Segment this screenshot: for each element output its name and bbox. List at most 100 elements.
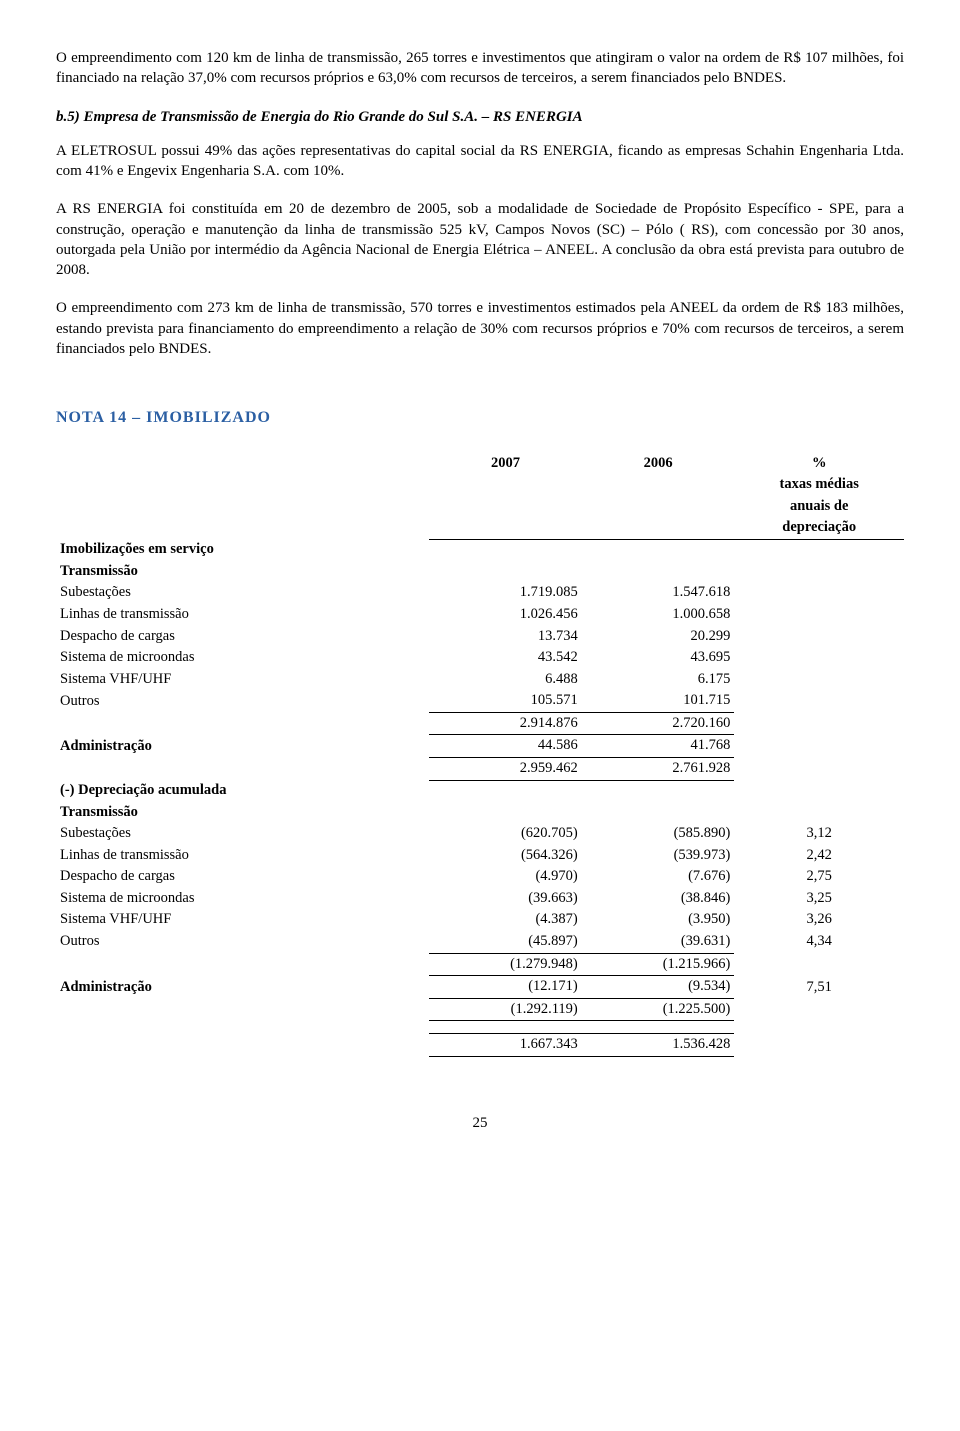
row-label: Sistema VHF/UHF bbox=[56, 669, 429, 691]
col-header-dep-line: anuais de bbox=[734, 496, 904, 518]
row-label: Administração bbox=[56, 976, 429, 999]
row-label: Linhas de transmissão bbox=[56, 845, 429, 867]
cell-value: 1.719.085 bbox=[429, 582, 582, 604]
cell-value: 43.695 bbox=[582, 647, 735, 669]
row-label: Outros bbox=[56, 690, 429, 712]
row-label: Outros bbox=[56, 931, 429, 953]
cell-dep: 7,51 bbox=[734, 976, 904, 999]
cell-value: (39.663) bbox=[429, 888, 582, 910]
row-label: Linhas de transmissão bbox=[56, 604, 429, 626]
cell-value: (1.225.500) bbox=[582, 998, 735, 1021]
cell-value: 2.914.876 bbox=[429, 712, 582, 735]
section-label: Transmissão bbox=[56, 561, 429, 583]
cell-value: (7.676) bbox=[582, 866, 735, 888]
table-row: Subestações (620.705) (585.890) 3,12 bbox=[56, 823, 904, 845]
imobilizado-table: 2007 2006 % taxas médias anuais de depre… bbox=[56, 453, 904, 1057]
note-14-title: NOTA 14 – IMOBILIZADO bbox=[56, 407, 904, 429]
row-label: Subestações bbox=[56, 823, 429, 845]
row-label: Subestações bbox=[56, 582, 429, 604]
cell-value: 43.542 bbox=[429, 647, 582, 669]
cell-value: (1.279.948) bbox=[429, 953, 582, 976]
admin-row: Administração (12.171) (9.534) 7,51 bbox=[56, 976, 904, 999]
paragraph-body: A ELETROSUL possui 49% das ações represe… bbox=[56, 141, 904, 182]
cell-dep: 2,75 bbox=[734, 866, 904, 888]
row-label: Despacho de cargas bbox=[56, 626, 429, 648]
cell-value: (539.973) bbox=[582, 845, 735, 867]
cell-value: (4.970) bbox=[429, 866, 582, 888]
section-label: Imobilizações em serviço bbox=[56, 539, 429, 561]
section-row: Transmissão bbox=[56, 802, 904, 824]
row-label: Despacho de cargas bbox=[56, 866, 429, 888]
col-header-dep-line: taxas médias bbox=[734, 474, 904, 496]
total-row: 2.959.462 2.761.928 bbox=[56, 757, 904, 780]
cell-value: (45.897) bbox=[429, 931, 582, 953]
cell-dep: 2,42 bbox=[734, 845, 904, 867]
table-row: Sistema VHF/UHF 6.488 6.175 bbox=[56, 669, 904, 691]
cell-value: (1.292.119) bbox=[429, 998, 582, 1021]
cell-value: (620.705) bbox=[429, 823, 582, 845]
cell-value: (564.326) bbox=[429, 845, 582, 867]
cell-value: 6.175 bbox=[582, 669, 735, 691]
col-header-2006: 2006 bbox=[582, 453, 735, 540]
cell-value: (4.387) bbox=[429, 909, 582, 931]
cell-value: 44.586 bbox=[429, 735, 582, 758]
cell-value: (39.631) bbox=[582, 931, 735, 953]
cell-value: 2.761.928 bbox=[582, 757, 735, 780]
page-number: 25 bbox=[56, 1113, 904, 1133]
cell-value: (12.171) bbox=[429, 976, 582, 999]
cell-dep: 4,34 bbox=[734, 931, 904, 953]
cell-value: 1.547.618 bbox=[582, 582, 735, 604]
cell-value: 2.959.462 bbox=[429, 757, 582, 780]
table-row: Linhas de transmissão (564.326) (539.973… bbox=[56, 845, 904, 867]
cell-dep: 3,26 bbox=[734, 909, 904, 931]
cell-value: 105.571 bbox=[429, 690, 582, 712]
row-label: Sistema de microondas bbox=[56, 888, 429, 910]
section-row: Imobilizações em serviço bbox=[56, 539, 904, 561]
table-row: Sistema de microondas 43.542 43.695 bbox=[56, 647, 904, 669]
table-row: Outros 105.571 101.715 bbox=[56, 690, 904, 712]
admin-row: Administração 44.586 41.768 bbox=[56, 735, 904, 758]
table-row: Sistema de microondas (39.663) (38.846) … bbox=[56, 888, 904, 910]
col-header-2007: 2007 bbox=[429, 453, 582, 540]
row-label: Sistema de microondas bbox=[56, 647, 429, 669]
grand-total-row: 1.667.343 1.536.428 bbox=[56, 1034, 904, 1057]
cell-value: (9.534) bbox=[582, 976, 735, 999]
section-row: Transmissão bbox=[56, 561, 904, 583]
col-header-dep-pct: % bbox=[734, 453, 904, 475]
cell-value: 1.000.658 bbox=[582, 604, 735, 626]
cell-value: 1.536.428 bbox=[582, 1034, 735, 1057]
cell-value: 1.026.456 bbox=[429, 604, 582, 626]
section-row: (-) Depreciação acumulada bbox=[56, 780, 904, 802]
row-label: Sistema VHF/UHF bbox=[56, 909, 429, 931]
table-row: Despacho de cargas 13.734 20.299 bbox=[56, 626, 904, 648]
section-label: (-) Depreciação acumulada bbox=[56, 780, 429, 802]
cell-value: 2.720.160 bbox=[582, 712, 735, 735]
cell-value: 1.667.343 bbox=[429, 1034, 582, 1057]
cell-value: 20.299 bbox=[582, 626, 735, 648]
subsection-title: b.5) Empresa de Transmissão de Energia d… bbox=[56, 107, 904, 127]
table-row: Linhas de transmissão 1.026.456 1.000.65… bbox=[56, 604, 904, 626]
section-label: Transmissão bbox=[56, 802, 429, 824]
cell-value: (3.950) bbox=[582, 909, 735, 931]
cell-value: (585.890) bbox=[582, 823, 735, 845]
cell-value: 13.734 bbox=[429, 626, 582, 648]
paragraph-body: O empreendimento com 273 km de linha de … bbox=[56, 298, 904, 359]
subtotal-row: (1.279.948) (1.215.966) bbox=[56, 953, 904, 976]
cell-dep: 3,25 bbox=[734, 888, 904, 910]
cell-value: (38.846) bbox=[582, 888, 735, 910]
table-header-row: 2007 2006 % bbox=[56, 453, 904, 475]
col-header-dep-line: depreciação bbox=[734, 517, 904, 539]
row-label: Administração bbox=[56, 735, 429, 758]
cell-value: 101.715 bbox=[582, 690, 735, 712]
cell-value: (1.215.966) bbox=[582, 953, 735, 976]
table-row: Outros (45.897) (39.631) 4,34 bbox=[56, 931, 904, 953]
subtotal-row: 2.914.876 2.720.160 bbox=[56, 712, 904, 735]
table-row: Sistema VHF/UHF (4.387) (3.950) 3,26 bbox=[56, 909, 904, 931]
paragraph-intro: O empreendimento com 120 km de linha de … bbox=[56, 48, 904, 89]
table-row: Subestações 1.719.085 1.547.618 bbox=[56, 582, 904, 604]
cell-value: 6.488 bbox=[429, 669, 582, 691]
total-row: (1.292.119) (1.225.500) bbox=[56, 998, 904, 1021]
cell-dep: 3,12 bbox=[734, 823, 904, 845]
table-row: Despacho de cargas (4.970) (7.676) 2,75 bbox=[56, 866, 904, 888]
paragraph-body: A RS ENERGIA foi constituída em 20 de de… bbox=[56, 199, 904, 280]
